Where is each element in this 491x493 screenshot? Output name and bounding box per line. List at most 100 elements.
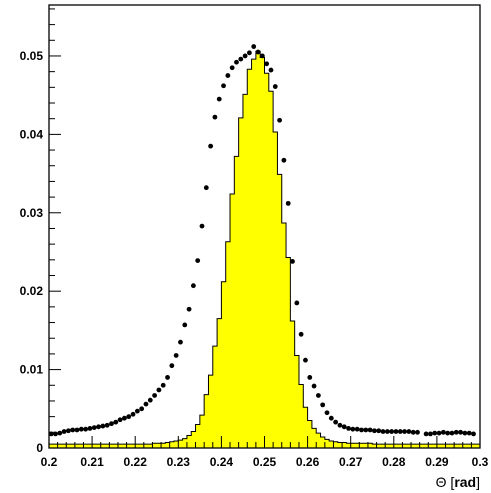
histogram-bar (173, 440, 179, 448)
x-axis-symbol: Θ (436, 474, 447, 490)
histogram-bar (100, 444, 106, 448)
histogram-bar (105, 444, 110, 448)
x-tick-label: 0.23 (167, 455, 191, 469)
histogram-bar (61, 444, 67, 448)
data-marker (328, 415, 334, 421)
histogram-bar (324, 439, 330, 448)
histogram-bar (307, 420, 313, 448)
data-marker (182, 322, 188, 328)
histogram-bar (268, 91, 274, 448)
histogram-bar (363, 443, 369, 448)
data-marker (402, 429, 407, 434)
histogram-bar (66, 444, 71, 448)
data-marker (70, 427, 76, 433)
histogram-bar (449, 444, 455, 448)
histogram-bar (251, 59, 257, 448)
histogram-bar (475, 444, 481, 448)
histogram-bar (186, 435, 192, 448)
histogram-bar (130, 444, 136, 448)
histogram-bar (117, 444, 123, 448)
x-tick-label: 0.21 (80, 455, 104, 469)
data-marker (152, 393, 157, 398)
data-marker (78, 426, 84, 432)
data-marker (415, 429, 420, 435)
histogram-bar (126, 444, 132, 448)
data-marker (251, 44, 257, 49)
histogram-bar (294, 355, 300, 448)
data-marker (423, 431, 429, 437)
histogram-bar (428, 444, 433, 448)
data-marker (143, 401, 149, 407)
histogram-bar (286, 257, 291, 448)
histogram-bar (169, 441, 175, 448)
data-marker (122, 415, 127, 421)
data-marker (453, 429, 459, 435)
data-marker (341, 424, 347, 430)
data-marker (96, 424, 101, 430)
histogram-bar (74, 444, 80, 448)
data-marker (303, 357, 308, 363)
data-marker (208, 143, 214, 149)
histogram-bar (320, 437, 326, 448)
data-marker (203, 185, 209, 191)
x-tick-label: 0.27 (339, 455, 363, 469)
histogram-bar (96, 444, 102, 448)
data-marker (466, 430, 472, 436)
data-marker (247, 50, 252, 56)
data-marker (462, 430, 468, 436)
data-marker (359, 427, 364, 433)
data-marker (307, 375, 313, 380)
histogram-bar (182, 438, 188, 448)
data-marker (436, 430, 442, 436)
data-marker (285, 200, 291, 206)
data-marker (367, 427, 373, 433)
histogram-bar (57, 444, 63, 448)
data-marker (320, 402, 326, 408)
data-marker (471, 431, 476, 437)
histogram-bar (376, 444, 382, 448)
data-marker (458, 429, 463, 435)
histogram-bar (329, 440, 334, 448)
data-marker (272, 84, 278, 89)
histogram-bar (212, 346, 218, 448)
data-marker (384, 429, 390, 434)
data-marker (432, 430, 438, 436)
histogram-bar (165, 442, 170, 448)
x-tick-label: 0.28 (382, 455, 406, 469)
data-marker (156, 387, 162, 393)
data-marker (354, 426, 360, 432)
histogram-bar (122, 444, 127, 448)
data-marker (389, 429, 395, 434)
x-tick-label: 0.22 (124, 455, 148, 469)
histogram-bar (255, 51, 261, 448)
data-marker (134, 408, 140, 414)
x-tick-label: 0.2 (41, 455, 58, 469)
histogram-bar (359, 443, 364, 448)
data-marker (61, 429, 67, 434)
data-marker (225, 73, 231, 78)
histogram-bar (402, 444, 408, 448)
histogram-bar (350, 443, 356, 448)
histogram-bar (411, 444, 416, 448)
histogram-bar (423, 444, 429, 448)
data-marker (195, 258, 201, 264)
data-marker (190, 283, 196, 289)
histogram-bar (441, 444, 446, 448)
x-tick-label: 0.3 (472, 455, 489, 469)
data-marker (165, 375, 170, 380)
data-marker (337, 422, 343, 428)
histogram-bar (445, 444, 451, 448)
histogram-bar (156, 443, 162, 448)
data-marker (264, 61, 270, 67)
data-marker (74, 427, 80, 433)
histogram-bar (49, 444, 54, 448)
y-tick-label: 0.02 (20, 284, 44, 298)
data-marker (315, 393, 321, 398)
data-marker (178, 339, 183, 345)
histogram-bar (204, 394, 209, 448)
histogram-bar (372, 444, 377, 448)
histogram-bar (277, 174, 283, 449)
histogram-bar (264, 73, 270, 449)
data-marker (130, 411, 136, 417)
data-marker (139, 406, 145, 412)
